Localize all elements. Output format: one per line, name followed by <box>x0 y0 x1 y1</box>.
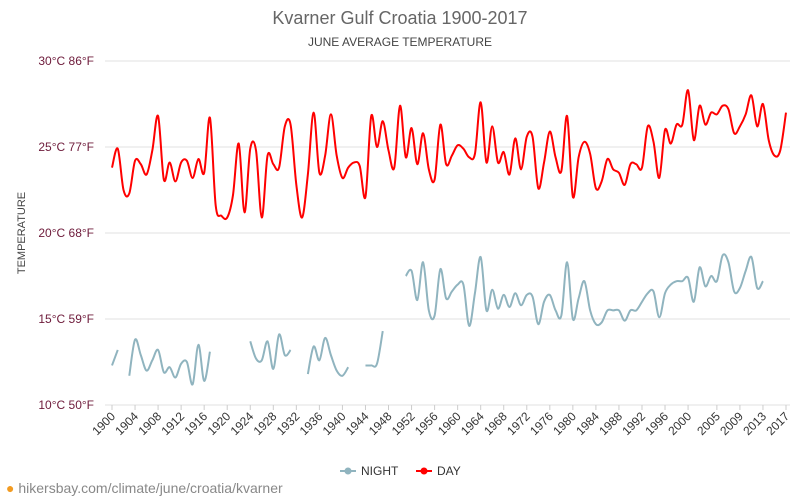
legend-label-day: DAY <box>437 464 461 478</box>
x-tick-label: 1928 <box>251 409 280 438</box>
legend-item-night[interactable]: NIGHT <box>340 464 399 478</box>
location-pin-icon: ● <box>6 480 15 496</box>
source-link[interactable]: ● hikersbay.com/climate/june/croatia/kva… <box>6 480 283 496</box>
day-line-segment <box>111 89 787 221</box>
x-tick-label: 2017 <box>763 409 792 438</box>
series-day <box>111 89 787 221</box>
x-tick-label: 1932 <box>274 409 303 438</box>
x-tick-label: 1956 <box>412 409 441 438</box>
x-tick-label: 1936 <box>297 409 326 438</box>
x-tick-label: 1912 <box>158 409 187 438</box>
y-axis-label: TEMPERATURE <box>16 192 28 274</box>
night-line-segment <box>306 336 350 377</box>
night-line-segment <box>128 338 211 386</box>
x-tick-label: 1940 <box>320 409 349 438</box>
x-tick-label: 2000 <box>665 409 694 438</box>
x-tick-label: 1924 <box>228 409 257 438</box>
x-tick-label: 1976 <box>527 409 556 438</box>
x-tick-label: 1952 <box>389 409 418 438</box>
x-tick-label: 1916 <box>182 409 211 438</box>
source-url: hikersbay.com/climate/june/croatia/kvarn… <box>18 480 283 496</box>
x-tick-label: 1972 <box>504 409 533 438</box>
y-tick-label: 10°C 50°F <box>38 398 94 412</box>
night-line-segment <box>365 330 384 368</box>
x-tick-label: 1960 <box>435 409 464 438</box>
x-tick-label: 1992 <box>619 409 648 438</box>
x-tick-label: 1900 <box>89 409 118 438</box>
x-tick-label: 1948 <box>366 409 395 438</box>
x-tick-label: 1984 <box>573 409 602 438</box>
x-tick-label: 1964 <box>458 409 487 438</box>
x-tick-label: 1980 <box>550 409 579 438</box>
x-tick-label: 2013 <box>740 409 769 438</box>
legend-item-day[interactable]: DAY <box>416 464 461 478</box>
y-tick-label: 20°C 68°F <box>38 226 94 240</box>
series-night <box>111 253 764 386</box>
x-tick-label: 1944 <box>343 409 372 438</box>
x-tick-label: 1920 <box>205 409 234 438</box>
x-tick-label: 1908 <box>135 409 164 438</box>
night-line-segment <box>111 349 119 366</box>
x-tick-label: 2009 <box>717 409 746 438</box>
night-line-segment <box>404 253 764 327</box>
chart-title: Kvarner Gulf Croatia 1900-2017 <box>272 8 528 28</box>
x-tick-label: 1988 <box>596 409 625 438</box>
legend-label-night: NIGHT <box>361 464 399 478</box>
x-tick-label: 1968 <box>481 409 510 438</box>
x-tick-label: 1996 <box>642 409 671 438</box>
chart-subtitle: JUNE AVERAGE TEMPERATURE <box>307 35 493 49</box>
legend: NIGHT DAY <box>340 464 461 478</box>
x-tick-label: 2005 <box>694 409 723 438</box>
y-tick-label: 30°C 86°F <box>38 54 94 68</box>
y-tick-label: 15°C 59°F <box>38 312 94 326</box>
x-tick-label: 1904 <box>112 409 141 438</box>
night-line-segment <box>249 333 292 370</box>
y-tick-label: 25°C 77°F <box>38 140 94 154</box>
